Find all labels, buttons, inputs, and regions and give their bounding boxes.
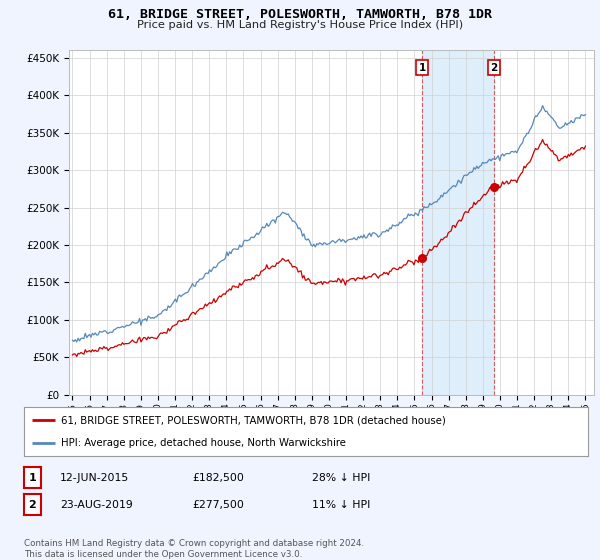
Text: Price paid vs. HM Land Registry's House Price Index (HPI): Price paid vs. HM Land Registry's House … [137,20,463,30]
Text: 2: 2 [490,63,497,73]
Text: Contains HM Land Registry data © Crown copyright and database right 2024.
This d: Contains HM Land Registry data © Crown c… [24,539,364,559]
Text: 1: 1 [29,473,36,483]
Text: 61, BRIDGE STREET, POLESWORTH, TAMWORTH, B78 1DR: 61, BRIDGE STREET, POLESWORTH, TAMWORTH,… [108,8,492,21]
Text: £277,500: £277,500 [192,500,244,510]
Text: 61, BRIDGE STREET, POLESWORTH, TAMWORTH, B78 1DR (detached house): 61, BRIDGE STREET, POLESWORTH, TAMWORTH,… [61,416,446,426]
Text: 12-JUN-2015: 12-JUN-2015 [60,473,129,483]
Text: 28% ↓ HPI: 28% ↓ HPI [312,473,370,483]
Text: 1: 1 [419,63,426,73]
Text: £182,500: £182,500 [192,473,244,483]
Text: 11% ↓ HPI: 11% ↓ HPI [312,500,370,510]
Text: 2: 2 [29,500,36,510]
Text: HPI: Average price, detached house, North Warwickshire: HPI: Average price, detached house, Nort… [61,438,346,448]
Text: 23-AUG-2019: 23-AUG-2019 [60,500,133,510]
Bar [422,50,494,395]
